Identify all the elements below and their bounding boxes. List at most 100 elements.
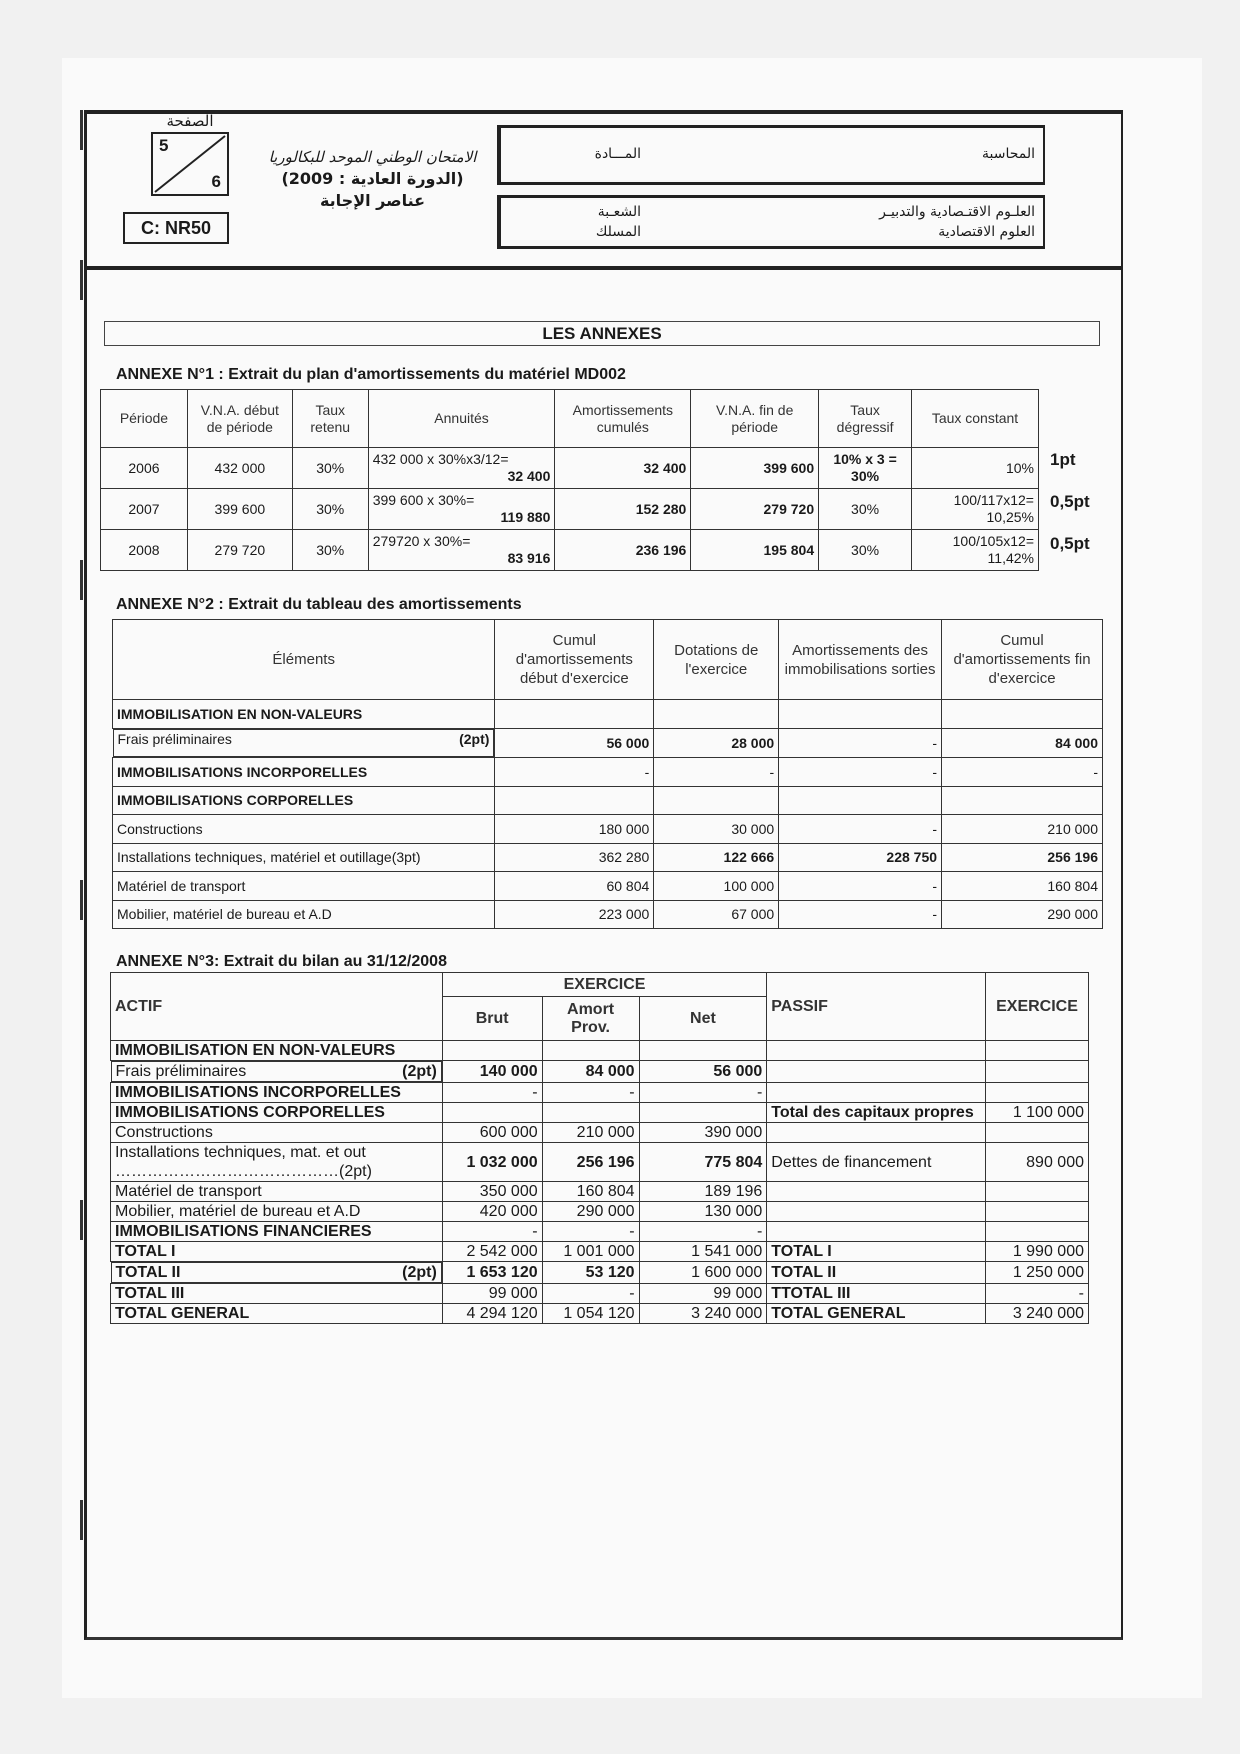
cell-net xyxy=(638,1040,768,1061)
cell-taux: 30% xyxy=(291,447,369,489)
cell-value: 228 750 xyxy=(778,842,943,872)
cell-net: - xyxy=(638,1082,768,1103)
actif-label: TOTAL II xyxy=(115,1264,181,1281)
cell-passif xyxy=(766,1181,986,1202)
cell-brut: 1 032 000 xyxy=(441,1142,543,1182)
cell-amort xyxy=(541,1040,640,1061)
annexe3-title: ANNEXE N°3: Extrait du bilan au 31/12/20… xyxy=(116,953,447,970)
cell-brut: - xyxy=(441,1082,543,1103)
annexes-banner: LES ANNEXES xyxy=(104,321,1100,346)
cell-value: - xyxy=(653,757,780,787)
annuite-calc: 432 000 x 30%x3/12= xyxy=(372,451,509,467)
cell-cumul: 32 400 xyxy=(554,447,692,489)
cell-net: 56 000 xyxy=(638,1060,768,1083)
cell-amort: - xyxy=(541,1221,640,1242)
cell-element: Constructions xyxy=(111,814,496,844)
cell-value: - xyxy=(778,757,943,787)
column-header: Cumul d'amortissements fin d'exercice xyxy=(941,619,1103,700)
cell-value: - xyxy=(778,727,943,758)
header-exercice-passif: EXERCICE xyxy=(985,972,1089,1041)
cell-amort: 256 196 xyxy=(541,1142,640,1182)
table-row: IMMOBILISATIONS FINANCIERES - - - xyxy=(110,1221,1089,1242)
cell-vna-fin: 399 600 xyxy=(690,447,820,489)
cell-amort xyxy=(541,1102,640,1123)
table-row: IMMOBILISATIONS INCORPORELLES - - - xyxy=(110,1082,1089,1103)
cell-exercice: - xyxy=(985,1283,1089,1304)
table-row: Matériel de transport 60 804 100 000-160 8… xyxy=(111,871,1103,901)
annexe1-table: Période V.N.A. début de période Taux reten… xyxy=(100,389,1039,571)
cell-value xyxy=(778,699,943,729)
cell-annuite: 432 000 x 30%x3/12= 32 400 xyxy=(367,447,556,489)
cell-value: - xyxy=(778,871,943,901)
cell-value: 30 000 xyxy=(653,814,780,844)
cell-actif: IMMOBILISATIONS FINANCIERES xyxy=(110,1221,443,1242)
header-exercice: EXERCICE xyxy=(441,972,768,997)
annexe3-table: ACTIF EXERCICE PASSIF EXERCICE Brut Amor… xyxy=(110,972,1089,1324)
cell-constant: 100/105x12= 11,42% xyxy=(911,529,1039,571)
exam-title: الامتحان الوطني الموحد للبكالوريا xyxy=(268,148,477,166)
cell-vna-debut: 279 720 xyxy=(186,529,293,571)
cell-amort: - xyxy=(541,1283,640,1304)
column-header: V.N.A. fin de période xyxy=(690,389,820,448)
table-row: TOTAL III 99 000-99 000 TTOTAL III - xyxy=(110,1283,1089,1304)
cell-exercice xyxy=(985,1082,1089,1103)
cell-value xyxy=(494,699,655,729)
cell-brut: 99 000 xyxy=(441,1283,543,1304)
exam-subtitle: عناصر الإجابة xyxy=(319,191,426,210)
header-divider xyxy=(84,266,1123,270)
cell-annuite: 399 600 x 30%= 119 880 xyxy=(367,488,556,530)
column-header: Période xyxy=(100,389,188,448)
table-row: Constructions 600 000 210 000 390 000 xyxy=(110,1122,1089,1143)
exam-code: C: NR50 xyxy=(123,212,229,244)
cell-element: Frais préliminaires (2pt) xyxy=(112,728,495,757)
cell-value: 122 666 xyxy=(653,842,780,872)
branch-box: الشعـبة المسلك العلـوم الاقتـصادية والتد… xyxy=(497,195,1045,249)
cell-value: - xyxy=(941,757,1103,787)
cell-exercice xyxy=(985,1201,1089,1222)
column-header: Dotations de l'exercice xyxy=(653,619,780,700)
cell-brut xyxy=(441,1040,543,1061)
cell-constant: 10% xyxy=(911,447,1039,489)
binder-mark xyxy=(80,1500,83,1540)
cell-cumul: 236 196 xyxy=(554,529,692,571)
table-row: Frais préliminaires (2pt) 56 000 28 000-84 … xyxy=(112,727,1103,758)
actif-label: Frais préliminaires xyxy=(115,1063,247,1080)
cell-brut: 2 542 000 xyxy=(441,1241,543,1262)
cell-vna-fin: 195 804 xyxy=(690,529,820,571)
table-row: IMMOBILISATIONS INCORPORELLES - - - - xyxy=(111,757,1103,787)
cell-value: 362 280 xyxy=(494,842,655,872)
binder-mark xyxy=(80,260,83,300)
cell-exercice: 3 240 000 xyxy=(985,1303,1089,1324)
subject-key: المـــادة xyxy=(499,128,649,182)
cell-value xyxy=(941,785,1103,815)
cell-exercice: 890 000 xyxy=(985,1142,1089,1182)
cell-periode: 2007 xyxy=(100,488,188,530)
column-header: Taux constant xyxy=(911,389,1039,448)
cell-actif: Matériel de transport xyxy=(110,1181,443,1202)
cell-passif: TTOTAL III xyxy=(766,1283,986,1304)
page-frame xyxy=(84,110,1123,1640)
cell-value xyxy=(653,785,780,815)
cell-net: 1 600 000 xyxy=(638,1261,768,1284)
cell-brut: 1 653 120 xyxy=(441,1261,543,1284)
table-row: IMMOBILISATIONS CORPORELLES Total des cap… xyxy=(110,1102,1089,1123)
cell-passif xyxy=(766,1201,986,1222)
annuite-calc: 279720 x 30%= xyxy=(372,533,471,549)
points-label: (2pt) xyxy=(459,730,490,747)
cell-taux: 30% xyxy=(291,488,369,530)
cell-actif: TOTAL I xyxy=(110,1241,443,1262)
exam-session: (الدورة العادية : 2009) xyxy=(281,169,464,188)
binder-mark xyxy=(80,880,83,920)
points-label: (2pt) xyxy=(402,1063,437,1080)
cell-net: 775 804 xyxy=(638,1142,768,1182)
cell-passif: Dettes de financement xyxy=(766,1142,986,1182)
header-amort: Amort Prov. xyxy=(541,996,640,1041)
cell-amort: - xyxy=(541,1082,640,1103)
table-row: 2006 432 000 30% 432 000 x 30%x3/12= 32 400 3… xyxy=(100,447,1039,489)
cell-value: - xyxy=(778,814,943,844)
column-header: Taux dégressif xyxy=(818,389,913,448)
cell-element: IMMOBILISATIONS INCORPORELLES xyxy=(111,757,496,787)
column-header: Amortissements cumulés xyxy=(554,389,692,448)
cell-value: 28 000 xyxy=(653,727,780,758)
cell-passif xyxy=(766,1060,986,1083)
